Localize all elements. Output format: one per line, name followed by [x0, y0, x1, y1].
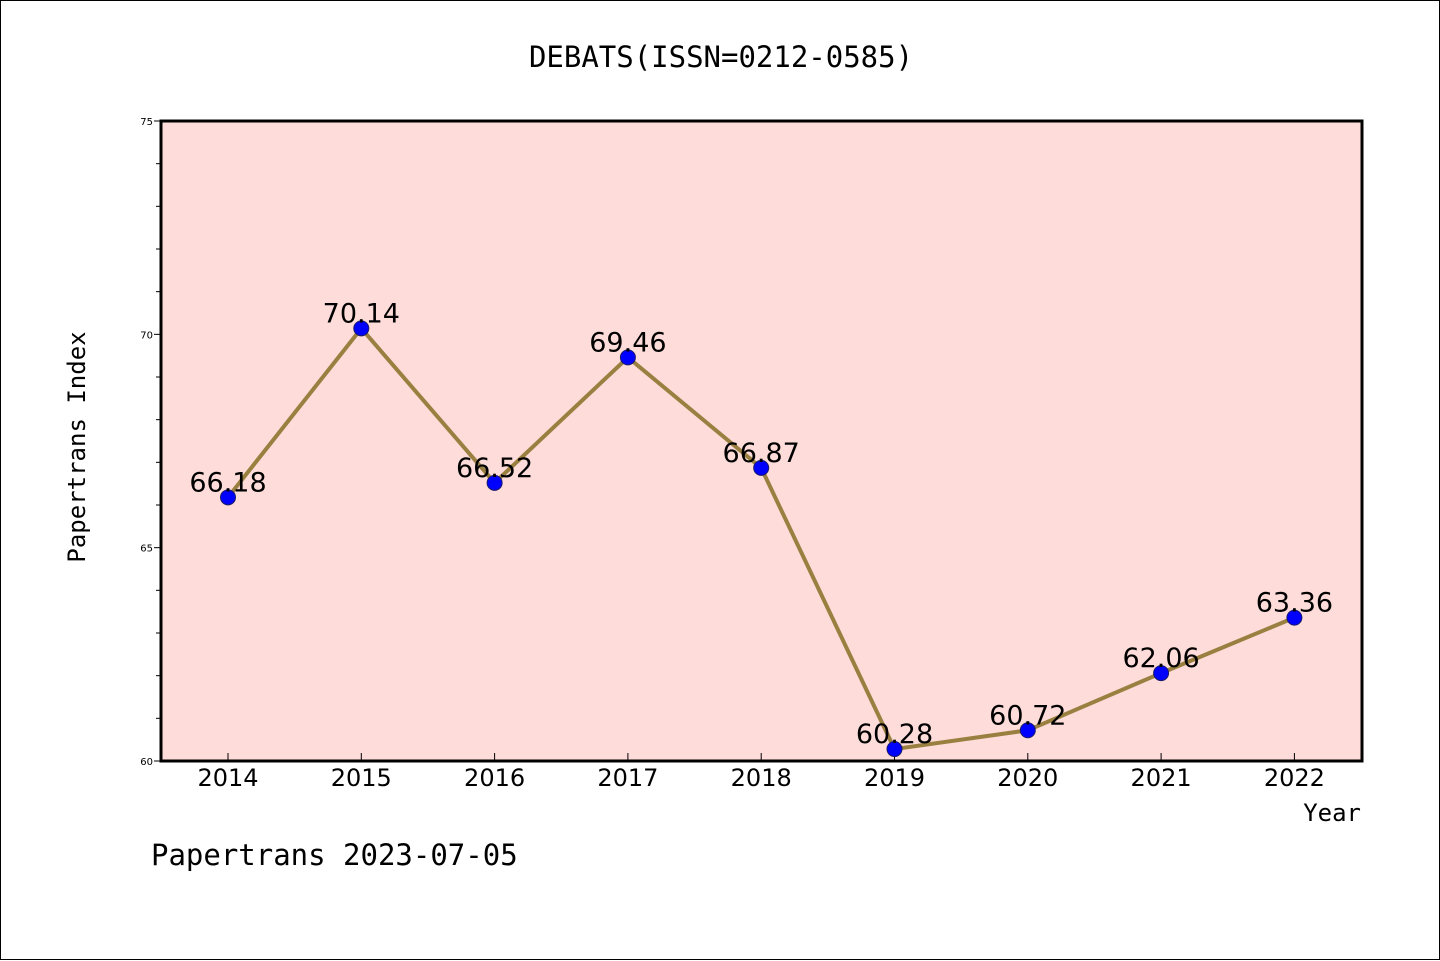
y-tick-label: 75 [140, 117, 153, 128]
y-tick-label: 70 [140, 330, 153, 341]
data-point [886, 741, 903, 758]
data-point [1153, 665, 1170, 682]
data-label: 62.06 [1122, 643, 1199, 674]
data-label: 70.14 [323, 298, 400, 329]
y-tick-label: 65 [140, 544, 153, 555]
x-tick-label: 2019 [864, 764, 925, 792]
data-label: 69.46 [589, 327, 666, 358]
data-point [619, 349, 636, 366]
data-point [753, 459, 770, 476]
series-group: 66.18 70.14 66.52 69.46 66.87 60.28 60.72 62.06… [189, 298, 1333, 758]
y-axis-title: Papertrans Index [63, 331, 91, 562]
data-label: 63.36 [1256, 588, 1333, 619]
x-tick-label: 2020 [997, 764, 1058, 792]
x-axis-title: Year [1303, 799, 1361, 827]
x-tick-label: 2022 [1264, 764, 1325, 792]
data-point [1286, 609, 1303, 626]
x-tick-label: 2016 [464, 764, 525, 792]
data-label: 66.52 [456, 453, 533, 484]
y-tick-label: 60 [140, 757, 153, 768]
x-tick-label: 2017 [597, 764, 658, 792]
data-point [220, 489, 236, 506]
data-label: 66.87 [723, 438, 800, 469]
x-tick-label: 2015 [331, 764, 392, 792]
plot-area [159, 119, 1364, 763]
footer-credit: Papertrans 2023-07-05 [151, 838, 518, 872]
data-label: 60.72 [989, 700, 1066, 731]
data-label: 60.28 [856, 719, 933, 750]
x-axis-ticks: 2014 2015 2016 2017 2018 2019 2020 2021 2022 [197, 753, 1325, 792]
chart-title: DEBATS(ISSN=0212-0585) [529, 40, 913, 74]
x-tick-label: 2014 [197, 764, 258, 792]
data-label: 66.18 [189, 467, 266, 498]
x-tick-label: 2021 [1131, 764, 1192, 792]
data-point [353, 320, 370, 337]
data-point [486, 474, 503, 491]
data-point [1019, 722, 1036, 739]
x-tick-label: 2018 [731, 764, 792, 792]
y-axis-ticks: 60 65 70 75 [140, 117, 161, 768]
